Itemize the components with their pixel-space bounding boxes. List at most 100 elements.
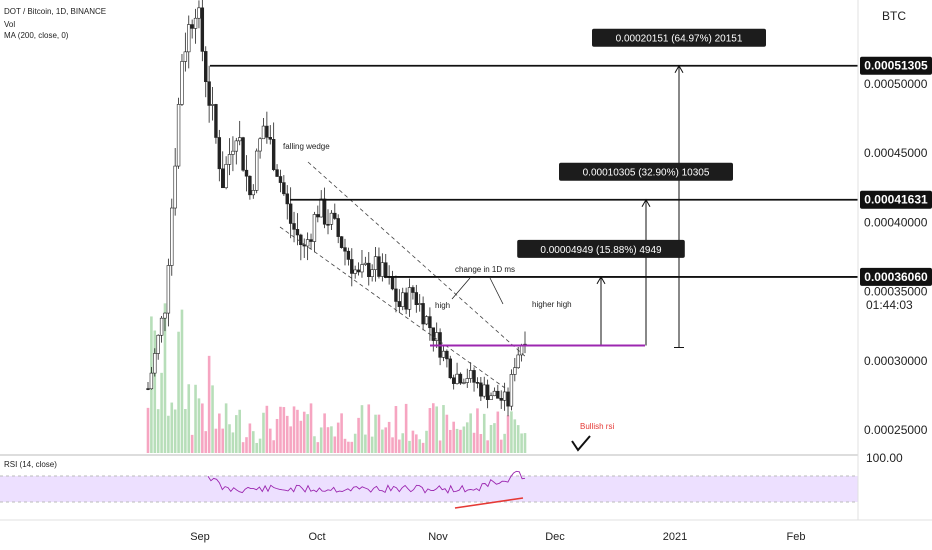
volume-bar bbox=[452, 421, 455, 453]
volume-layer bbox=[146, 303, 527, 453]
volume-bar bbox=[411, 430, 415, 453]
volume-bar bbox=[330, 426, 333, 453]
falling-wedge-label: falling wedge bbox=[283, 142, 330, 151]
price-label-box bbox=[860, 56, 932, 75]
volume-bar bbox=[262, 412, 265, 453]
candle-body bbox=[360, 264, 364, 273]
candle-body bbox=[282, 182, 286, 195]
volume-bar bbox=[353, 433, 357, 453]
candle-body bbox=[217, 137, 222, 170]
candle-body bbox=[214, 104, 218, 138]
volume-bar bbox=[428, 408, 432, 453]
volume-bar bbox=[299, 420, 303, 453]
candle-body bbox=[258, 138, 262, 152]
countdown-timer: 01:44:03 bbox=[866, 298, 913, 312]
candle-body bbox=[370, 269, 374, 277]
volume-bar bbox=[482, 413, 486, 453]
candle-body bbox=[434, 332, 439, 341]
volume-bar bbox=[340, 413, 343, 453]
candle-body bbox=[248, 175, 252, 196]
volume-bar bbox=[289, 426, 292, 453]
candle-body bbox=[421, 303, 425, 325]
wedge-upper-line bbox=[307, 161, 528, 359]
candle-body bbox=[418, 303, 422, 305]
candle-body bbox=[265, 125, 269, 138]
volume-bar bbox=[214, 428, 218, 453]
candle-body bbox=[424, 316, 429, 325]
volume-bar bbox=[231, 432, 235, 453]
candle-body bbox=[428, 316, 432, 329]
volume-bar bbox=[251, 431, 255, 453]
candle-body bbox=[356, 269, 361, 273]
volume-bar bbox=[462, 426, 466, 453]
volume-bar bbox=[190, 434, 194, 453]
candle-body bbox=[339, 236, 344, 248]
candle-body bbox=[407, 287, 412, 310]
volume-bar bbox=[367, 404, 371, 453]
volume-bar bbox=[238, 409, 242, 453]
change-ms-label: change in 1D ms bbox=[455, 265, 515, 274]
y-tick-label: 0.00030000 bbox=[864, 354, 928, 368]
volume-bar bbox=[387, 421, 391, 453]
candle-body bbox=[468, 370, 473, 379]
measure-arrowhead bbox=[674, 64, 684, 73]
volume-bar bbox=[224, 403, 228, 453]
volume-bar bbox=[313, 436, 316, 453]
volume-bar bbox=[445, 414, 449, 453]
candle-body bbox=[445, 350, 449, 360]
volume-bar bbox=[167, 415, 170, 453]
x-tick-label: Dec bbox=[545, 531, 565, 543]
candle-body bbox=[221, 168, 225, 189]
candle-body bbox=[238, 137, 242, 142]
candle-body bbox=[190, 24, 194, 29]
y-tick-label: 0.00050000 bbox=[864, 77, 928, 91]
volume-bar bbox=[170, 402, 174, 453]
higher-high-label: higher high bbox=[532, 300, 572, 309]
volume-bar bbox=[421, 442, 425, 453]
wedge-lower-line bbox=[279, 226, 506, 389]
candle-body bbox=[149, 372, 154, 390]
volume-bar bbox=[479, 434, 483, 453]
candle-body bbox=[299, 234, 303, 246]
candle-body bbox=[309, 239, 313, 242]
volume-bar bbox=[476, 408, 479, 453]
candle-body bbox=[241, 137, 245, 171]
candle-body bbox=[159, 317, 164, 336]
volume-bar bbox=[370, 436, 374, 453]
ma-legend: MA (200, close, 0) bbox=[4, 31, 69, 40]
candle-body bbox=[292, 223, 296, 230]
volume-bar bbox=[431, 403, 435, 453]
volume-bar bbox=[347, 441, 350, 453]
volume-bar bbox=[374, 414, 377, 453]
rsi-line bbox=[207, 470, 526, 494]
candle-body bbox=[380, 262, 385, 277]
volume-bar bbox=[489, 424, 493, 453]
volume-bar bbox=[364, 434, 367, 453]
volume-bar bbox=[516, 425, 520, 453]
volume-bar bbox=[499, 439, 503, 453]
candle-body bbox=[519, 344, 524, 356]
volume-bar bbox=[177, 331, 180, 453]
candle-body bbox=[251, 190, 255, 196]
volume-bar bbox=[404, 403, 408, 453]
volume-bar bbox=[163, 303, 167, 453]
candle-body bbox=[350, 259, 354, 274]
volume-bar bbox=[302, 411, 306, 453]
x-tick-label: Sep bbox=[190, 531, 210, 543]
measure-label-box bbox=[592, 28, 766, 47]
rsi-level-label: 100.00 bbox=[866, 451, 903, 465]
candle-body bbox=[492, 390, 497, 397]
bullish-rsi-label: Bullish rsi bbox=[580, 422, 614, 431]
volume-bar bbox=[194, 384, 197, 453]
measure-arrowhead bbox=[596, 275, 606, 285]
candle-body bbox=[200, 7, 205, 52]
volume-bar bbox=[156, 409, 160, 453]
volume-bar bbox=[472, 432, 476, 453]
candle-body bbox=[268, 137, 272, 140]
volume-bar bbox=[459, 429, 462, 453]
volume-bar bbox=[319, 427, 323, 453]
candle-body bbox=[455, 373, 459, 384]
volume-bar bbox=[292, 406, 296, 453]
candle-body bbox=[346, 250, 351, 260]
